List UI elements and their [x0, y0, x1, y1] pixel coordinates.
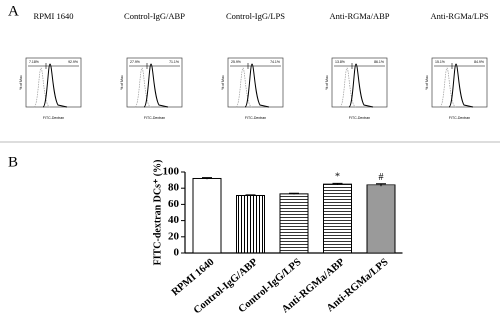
annotation: #	[379, 172, 384, 183]
sample-curve	[348, 63, 374, 108]
right-pct: 71.1%	[169, 60, 179, 64]
plot-title: Anti-RGMa/ABP	[330, 11, 390, 21]
left-pct: 7.18%	[29, 60, 39, 64]
panel-label: A	[8, 3, 19, 19]
left-pct: 25.9%	[231, 60, 241, 64]
bar	[323, 183, 352, 254]
y-axis-label: % of Max	[325, 75, 329, 90]
plot-title: Control-IgG/ABP	[124, 11, 185, 21]
plot-frame	[331, 57, 388, 108]
control-curve	[339, 67, 357, 108]
control-curve	[134, 67, 152, 108]
y-axis-label: % of Max	[221, 75, 225, 90]
right-pct: 86.1%	[374, 60, 384, 64]
bar	[366, 184, 396, 254]
plot-title: Anti-RGMa/LPS	[430, 11, 488, 21]
x-axis-label: FITC-Dextran	[144, 116, 165, 120]
plot-frame	[25, 57, 82, 108]
y-tick-label: 20	[168, 230, 180, 242]
x-axis-label: FITC-Dextran	[349, 116, 370, 120]
bar	[279, 193, 309, 254]
y-axis-label: % of Max	[425, 75, 429, 90]
annotation: *	[335, 172, 340, 183]
right-pct: 74.1%	[270, 60, 280, 64]
panel-label: B	[8, 154, 18, 170]
y-axis-label: % of Max	[120, 75, 124, 90]
right-pct: 84.9%	[474, 60, 484, 64]
sample-curve	[244, 63, 270, 108]
error-bar	[376, 183, 386, 187]
left-pct: 27.9%	[130, 60, 140, 64]
y-tick-label: 80	[168, 182, 180, 194]
error-bar	[245, 194, 256, 197]
sample-curve	[143, 63, 169, 108]
y-tick-label: 0	[174, 247, 180, 259]
y-axis-label: FITC-dextran DCs⁺ (%)	[152, 160, 163, 266]
plot-frame	[126, 57, 183, 108]
y-tick-label: 60	[168, 198, 180, 210]
right-pct: 92.9%	[68, 60, 78, 64]
left-pct: 15.1%	[435, 60, 445, 64]
plot-frame	[227, 57, 284, 108]
plot-title: RPMI 1640	[34, 11, 74, 21]
x-axis-label: FITC-Dextran	[449, 116, 470, 120]
y-tick-label: 100	[163, 166, 180, 178]
error-bar	[202, 177, 212, 180]
x-axis-label: FITC-Dextran	[245, 116, 266, 120]
bar	[236, 194, 265, 254]
sample-curve	[448, 63, 474, 108]
plot-frame	[431, 57, 488, 108]
x-axis-label: FITC-Dextran	[43, 116, 64, 120]
control-curve	[439, 67, 457, 108]
control-curve	[235, 67, 253, 108]
left-pct: 13.8%	[335, 60, 345, 64]
sample-curve	[42, 63, 68, 108]
plot-title: Control-IgG/LPS	[226, 11, 285, 21]
y-tick-label: 40	[168, 214, 180, 226]
error-bar	[332, 182, 343, 185]
y-axis-label: % of Max	[19, 75, 23, 90]
bar	[192, 177, 222, 254]
error-bar	[289, 192, 299, 195]
control-curve	[33, 67, 51, 108]
